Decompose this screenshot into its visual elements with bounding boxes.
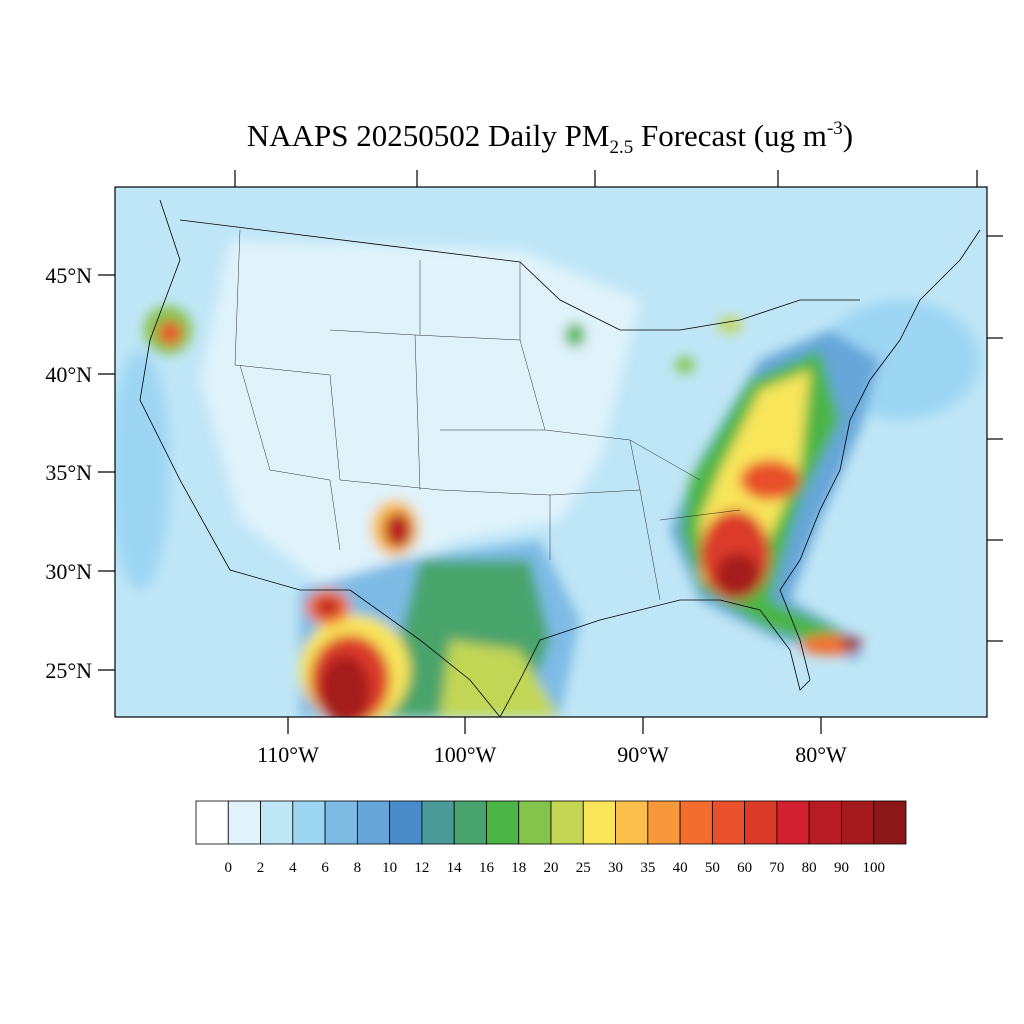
colorbar-label: 90: [834, 860, 849, 876]
lon-label: 80°W: [795, 742, 847, 767]
colorbar-label: 0: [225, 860, 233, 876]
colorbar-swatch: [808, 800, 842, 845]
colorbar-swatch: [873, 800, 907, 845]
colorbar-swatch: [227, 800, 261, 845]
lon-label: 110°W: [257, 742, 319, 767]
colorbar-swatch: [195, 800, 229, 845]
colorbar-label: 10: [382, 860, 397, 876]
colorbar-label: 80: [802, 860, 817, 876]
colorbar-swatch: [744, 800, 778, 845]
colorbar-label: 12: [414, 860, 429, 876]
lat-label: 35°N: [45, 460, 92, 485]
colorbar-label: 16: [479, 860, 495, 876]
colorbar-swatch: [356, 800, 391, 845]
colorbar-swatch: [582, 800, 616, 845]
colorbar-label: 30: [608, 860, 623, 876]
colorbar-swatch: [260, 800, 294, 845]
colorbar-label: 100: [862, 860, 885, 876]
colorbar-swatch: [615, 800, 649, 845]
colorbar-label: 50: [705, 860, 720, 876]
colorbar-label: 8: [354, 860, 362, 876]
map-title: NAAPS 20250502 Daily PM2.5 Forecast (ug …: [247, 118, 853, 158]
colorbar-swatch: [292, 800, 326, 845]
colorbar-label: 70: [769, 860, 784, 876]
colorbar-swatch: [776, 800, 810, 845]
colorbar-swatch: [324, 800, 358, 845]
colorbar-label: 4: [289, 860, 297, 876]
lat-label: 40°N: [45, 362, 92, 387]
colorbar-swatch: [389, 800, 423, 845]
colorbar-swatch: [421, 800, 455, 845]
colorbar-label: 18: [511, 860, 526, 876]
colorbar-label: 2: [257, 860, 265, 876]
colorbar-swatch: [841, 800, 875, 845]
colorbar-swatch: [453, 800, 487, 845]
colorbar-label: 35: [640, 860, 655, 876]
colorbar-swatch: [647, 800, 681, 845]
colorbar-swatch: [550, 800, 584, 845]
lon-label: 90°W: [617, 742, 669, 767]
colorbar-label: 25: [576, 860, 591, 876]
lat-label: 25°N: [45, 658, 92, 683]
colorbar-swatch: [518, 800, 552, 845]
lat-label: 45°N: [45, 263, 92, 288]
lat-label: 30°N: [45, 559, 92, 584]
colorbar-swatch: [486, 800, 520, 845]
colorbar-label: 20: [544, 860, 559, 876]
colorbar-label: 40: [673, 860, 688, 876]
colorbar-swatch: [679, 800, 713, 845]
frame-ticks: [98, 170, 1003, 734]
colorbar-label: 60: [737, 860, 752, 876]
concentration-field: [115, 187, 987, 717]
map-frame: [114, 186, 988, 718]
colorbar-label: 6: [321, 860, 329, 876]
colorbar-label: 14: [447, 860, 463, 876]
lon-label: 100°W: [434, 742, 497, 767]
colorbar-swatch: [711, 800, 746, 845]
